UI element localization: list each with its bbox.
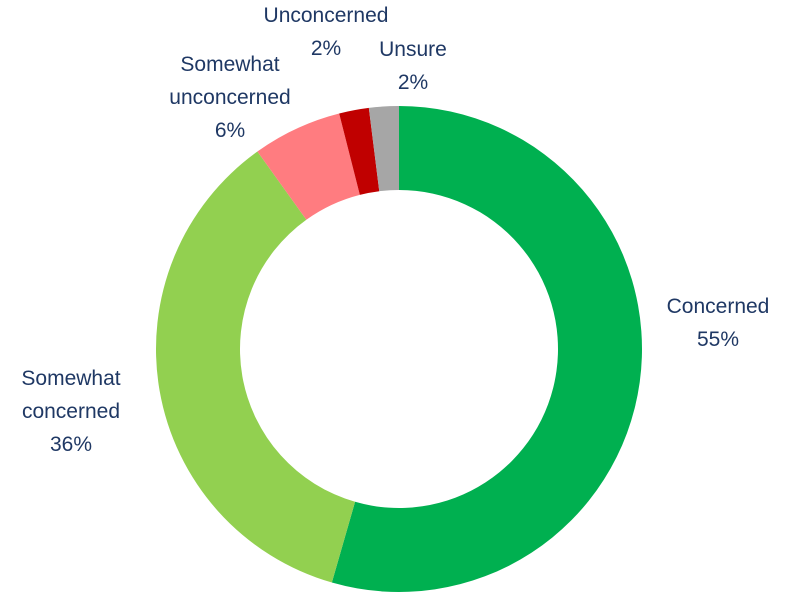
slice-concerned	[331, 106, 643, 592]
data-label-value: 6%	[215, 119, 245, 142]
data-label-category: Somewhat	[180, 53, 279, 76]
slices-layer	[156, 106, 643, 592]
data-label-concerned: Concerned 55%	[667, 295, 770, 351]
data-label-somewhat-unconcerned: Somewhat unconcerned 6%	[169, 53, 290, 142]
data-label-value: 2%	[398, 71, 428, 94]
data-label-category: Unsure	[379, 38, 447, 61]
slice-somewhat-concerned	[156, 151, 356, 583]
data-label-category: Somewhat	[21, 367, 120, 390]
data-label-category: Concerned	[667, 295, 770, 318]
data-label-value: 55%	[697, 328, 739, 351]
data-label-unconcerned: Unconcerned 2%	[264, 4, 389, 60]
slice-unconcerned	[339, 107, 380, 195]
labels-layer: Concerned 55%Somewhat concerned 36%Somewhat…	[21, 4, 769, 456]
data-label-somewhat-concerned: Somewhat concerned 36%	[21, 367, 120, 456]
data-label-unsure: Unsure 2%	[379, 38, 447, 94]
slice-unsure	[368, 106, 399, 192]
data-label-category: unconcerned	[169, 86, 290, 109]
data-label-value: 36%	[50, 433, 92, 456]
data-label-category: concerned	[22, 400, 120, 423]
data-label-value: 2%	[311, 37, 341, 60]
data-label-category: Unconcerned	[264, 4, 389, 27]
slice-somewhat-unconcerned	[257, 113, 360, 220]
